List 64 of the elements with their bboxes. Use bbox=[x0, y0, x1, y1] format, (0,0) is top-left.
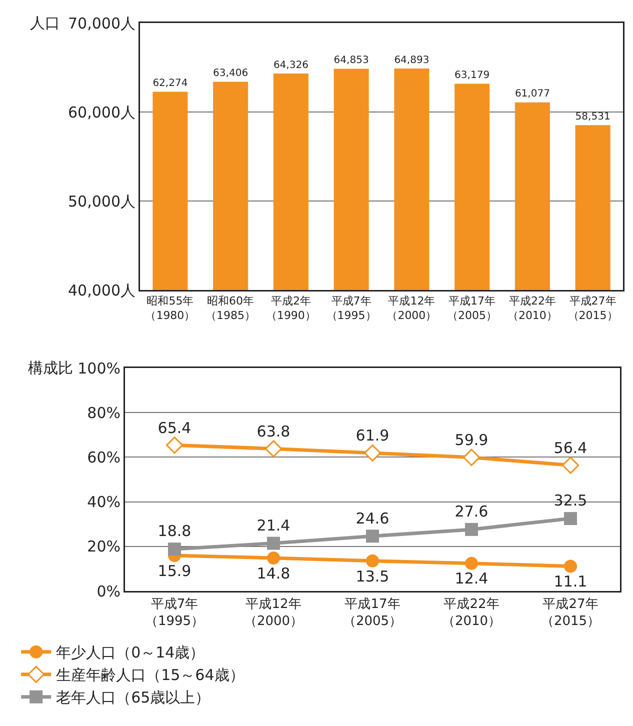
point bbox=[168, 542, 181, 556]
data-label: 11.1 bbox=[554, 572, 588, 591]
point bbox=[364, 444, 382, 462]
point bbox=[564, 560, 577, 573]
data-label: 14.8 bbox=[256, 564, 290, 582]
data-label: 18.8 bbox=[158, 522, 192, 540]
x-tick-label: 昭和55年（1980） bbox=[145, 294, 196, 322]
data-label: 63.8 bbox=[256, 422, 290, 440]
data-label: 64,893 bbox=[394, 54, 430, 66]
point bbox=[264, 440, 282, 458]
data-label: 65.4 bbox=[158, 418, 192, 437]
x-tick-label: 平成22年（2010） bbox=[507, 294, 558, 322]
data-label: 62,274 bbox=[152, 78, 188, 90]
data-label: 56.4 bbox=[554, 438, 588, 457]
legend-label: 生産年齢人口（15～64歳） bbox=[56, 666, 244, 684]
y-tick-label: 50,000人 bbox=[68, 192, 136, 210]
point bbox=[267, 536, 280, 550]
data-label: 64,326 bbox=[273, 60, 308, 71]
data-label: 15.9 bbox=[158, 562, 192, 580]
x-tick-label: 平成27年（2015） bbox=[540, 597, 600, 629]
y-axis-title: 構成比 bbox=[28, 359, 73, 377]
x-tick-label: 平成22年（2010） bbox=[442, 597, 502, 629]
point bbox=[564, 512, 577, 526]
data-label: 64,853 bbox=[334, 55, 369, 66]
data-label: 24.6 bbox=[356, 509, 390, 528]
x-tick-label: 平成2年（1990） bbox=[266, 294, 316, 322]
data-label: 59.9 bbox=[454, 431, 488, 450]
y-tick-label: 40,000人 bbox=[68, 281, 136, 300]
y-tick-label: 60% bbox=[87, 448, 120, 466]
data-label: 61,077 bbox=[514, 88, 550, 100]
data-label: 63,406 bbox=[213, 68, 248, 80]
data-label: 12.4 bbox=[454, 570, 488, 588]
point bbox=[366, 530, 379, 543]
point bbox=[465, 522, 478, 536]
y-tick-label: 70,000人 bbox=[68, 14, 136, 32]
data-label: 21.4 bbox=[256, 516, 290, 534]
data-label: 61.9 bbox=[356, 426, 390, 445]
x-tick-label: 平成17年（2005） bbox=[447, 294, 498, 322]
point bbox=[465, 556, 478, 570]
legend-label: 年少人口（0～14歳） bbox=[56, 644, 205, 662]
x-tick-label: 平成7年（1995） bbox=[144, 597, 204, 629]
y-axis-title: 人口 bbox=[30, 14, 60, 32]
x-tick-label: 平成17年（2005） bbox=[342, 597, 402, 629]
y-tick-label: 60,000人 bbox=[68, 103, 136, 122]
y-tick-label: 100% bbox=[78, 359, 120, 378]
x-tick-label: 平成12年（2000） bbox=[244, 597, 304, 629]
data-label: 63,179 bbox=[454, 70, 490, 82]
legend-label: 老年人口（65歳以上） bbox=[56, 688, 210, 707]
point bbox=[166, 436, 184, 454]
data-label: 58,531 bbox=[575, 111, 610, 122]
y-tick-label: 40% bbox=[87, 493, 120, 512]
y-tick-label: 20% bbox=[87, 538, 120, 556]
y-tick-label: 80% bbox=[87, 404, 120, 422]
x-tick-label: 昭和60年（1985） bbox=[206, 294, 256, 322]
point bbox=[462, 448, 480, 466]
x-tick-label: 平成7年（1995） bbox=[326, 294, 376, 322]
x-tick-label: 平成12年（2000） bbox=[386, 294, 437, 322]
x-tick-label: 平成27年（2015） bbox=[568, 294, 618, 322]
y-tick-label: 0% bbox=[96, 582, 120, 600]
data-label: 27.6 bbox=[454, 502, 488, 521]
point bbox=[562, 456, 580, 474]
point bbox=[267, 552, 280, 564]
point bbox=[366, 554, 379, 568]
data-label: 13.5 bbox=[356, 567, 390, 586]
